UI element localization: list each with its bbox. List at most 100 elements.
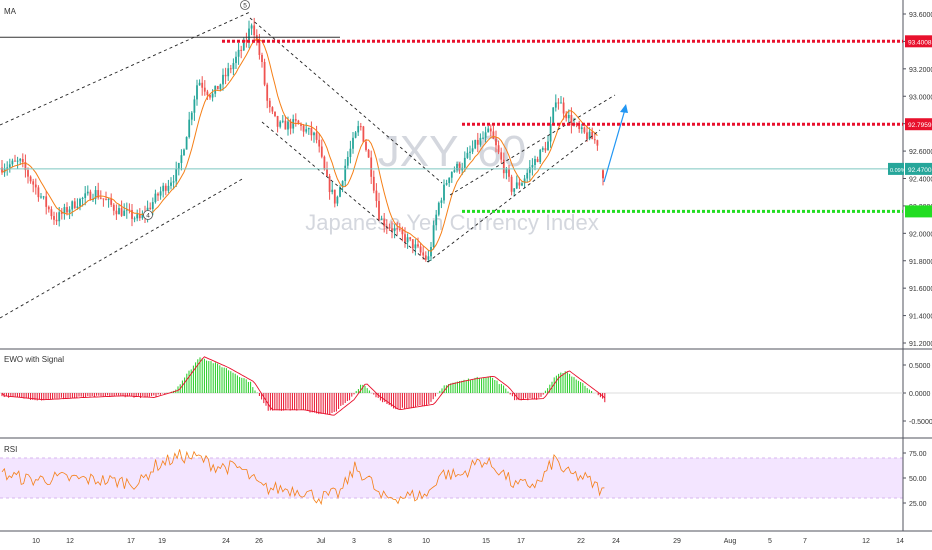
candle-body: [21, 159, 24, 163]
candle-body: [354, 132, 357, 138]
time-axis-label: 3: [352, 538, 356, 545]
candle-body: [500, 152, 503, 160]
candle-body: [515, 182, 518, 189]
candle-body: [357, 126, 360, 133]
candle-body: [380, 219, 383, 221]
candle-body: [305, 129, 308, 132]
candle-body: [534, 159, 536, 166]
candle-body: [209, 94, 211, 98]
price-axis-label: 92.6000: [909, 149, 932, 156]
candle-body: [602, 170, 604, 179]
candle-body: [250, 25, 253, 29]
moving-average-line: [1, 38, 598, 252]
candle-body: [63, 207, 66, 214]
candle-body: [110, 199, 113, 205]
rsi-line: [1, 449, 605, 506]
candle-body: [185, 137, 188, 150]
candle-body: [414, 244, 417, 249]
candle-body: [432, 225, 435, 247]
candle-body: [196, 85, 198, 100]
candle-body: [292, 119, 295, 129]
candle-body: [547, 141, 549, 151]
rsi-panel: [1, 449, 605, 506]
time-axis-label: 10: [32, 538, 40, 545]
candle-body: [479, 137, 482, 145]
candle-body: [541, 148, 544, 150]
candle-body: [219, 84, 222, 90]
candle-body: [112, 204, 115, 211]
candle-body: [502, 159, 505, 174]
level-price-tag: [905, 35, 932, 48]
candle-body: [203, 87, 206, 92]
candle-body: [180, 155, 183, 163]
candle-body: [102, 198, 105, 200]
candle-body: [58, 212, 61, 222]
candle-body: [107, 199, 110, 201]
time-axis-label: 14: [896, 538, 904, 545]
candle-body: [323, 156, 326, 170]
candle-body: [320, 146, 323, 157]
price-axis-label: 93.2000: [909, 67, 932, 74]
price-axis-label: 91.2000: [909, 341, 932, 348]
candle-body: [302, 125, 305, 132]
candle-body: [557, 102, 560, 104]
candle-body: [201, 82, 204, 88]
candle-body: [73, 201, 76, 208]
label-layer: MA EWO with Signal RSI: [4, 7, 64, 454]
time-axis-label: 5: [768, 538, 772, 545]
wave-label-circle: [143, 210, 153, 220]
candle-body: [336, 196, 339, 204]
watermark: JXY, 60 Japanese Yen Currency Index: [305, 127, 599, 235]
candle-body: [375, 190, 378, 201]
candle-body: [167, 185, 170, 191]
candle-body: [417, 244, 419, 247]
candle-body: [570, 114, 573, 126]
candle-body: [47, 206, 50, 210]
candle-body: [398, 228, 401, 230]
price-axis-label: 91.8000: [909, 259, 932, 266]
rsi-axis-label: 25.00: [909, 501, 927, 508]
candle-body: [242, 39, 245, 51]
candle-body: [141, 213, 144, 219]
grid-layer: [0, 0, 932, 532]
candle-body: [138, 214, 141, 219]
candle-body: [409, 237, 412, 240]
candle-body: [255, 35, 258, 42]
candle-body: [115, 210, 118, 215]
candle-body: [497, 145, 500, 153]
time-axis-label: 29: [673, 538, 681, 545]
candle-body: [404, 234, 406, 243]
candle-body: [216, 85, 219, 90]
current-price-label: 92.4700: [908, 167, 932, 174]
candle-body: [508, 169, 510, 177]
candle-body: [29, 176, 32, 182]
candle-body: [42, 196, 45, 198]
change-label: 0.09%: [890, 168, 906, 174]
candle-body: [510, 176, 513, 192]
candle-body: [484, 132, 487, 138]
candle-body: [60, 212, 63, 214]
candle-body: [526, 172, 529, 179]
candle-body: [341, 181, 344, 187]
candle-body: [86, 191, 89, 194]
candle-body: [71, 201, 74, 210]
price-axis-label: 92.0000: [909, 231, 932, 238]
candle-body: [266, 84, 269, 101]
candle-body: [131, 209, 133, 219]
candle-body: [300, 124, 302, 126]
candle-body: [235, 56, 237, 64]
candle-body: [450, 171, 453, 178]
candle-body: [445, 183, 448, 185]
candle-body: [393, 228, 396, 232]
candle-body: [55, 219, 58, 222]
candle-body: [580, 127, 583, 130]
candle-body: [307, 127, 310, 130]
candle-body: [424, 255, 427, 260]
candle-body: [253, 25, 256, 36]
candle-body: [297, 120, 300, 125]
wave-label: 4: [146, 213, 150, 220]
ewo-panel: [0, 356, 903, 416]
candle-body: [79, 198, 81, 207]
candle-body: [539, 149, 542, 163]
candle-body: [531, 165, 534, 168]
